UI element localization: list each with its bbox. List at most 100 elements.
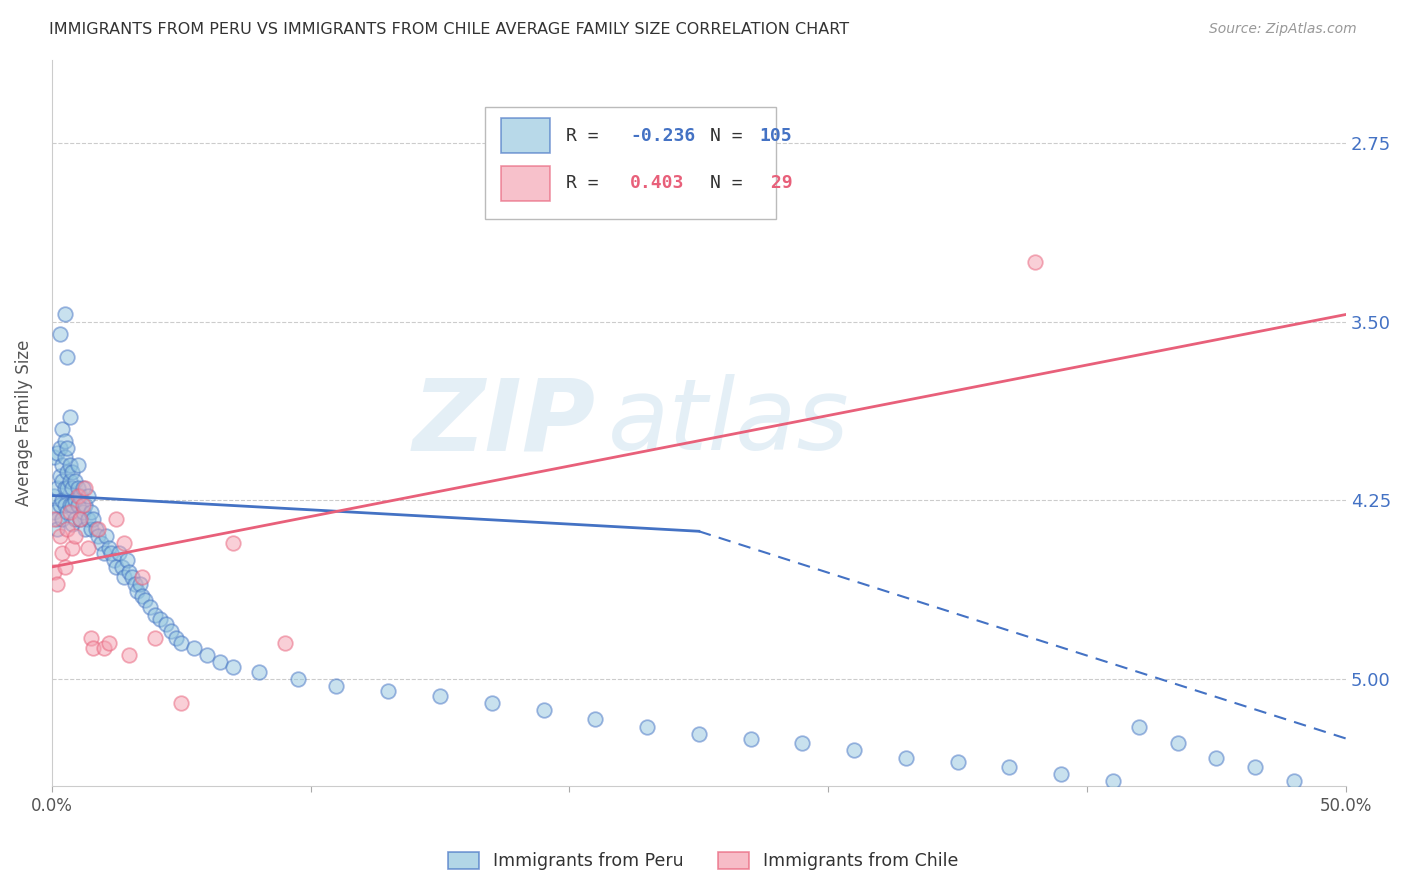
Point (45, 445, 67, 459)
Y-axis label: Average Family Size: Average Family Size (15, 340, 32, 506)
Point (100, 546, 122, 560)
Point (139, 600, 162, 615)
Point (1282, 774, 1305, 789)
Point (44, 512, 66, 526)
Point (51, 422, 73, 436)
Point (63, 512, 86, 526)
Point (59, 458, 82, 472)
Text: R =: R = (565, 127, 609, 145)
Point (195, 648, 218, 662)
Point (134, 593, 156, 607)
Point (69, 512, 91, 526)
Point (82, 512, 104, 526)
Point (56, 465, 79, 479)
Point (62, 465, 84, 479)
Point (51, 458, 73, 472)
Point (208, 655, 231, 669)
Point (77, 489, 100, 503)
Point (72, 505, 94, 519)
Point (59, 409, 82, 424)
Point (56, 441, 79, 455)
Point (165, 632, 187, 646)
Point (53, 560, 76, 574)
Text: Source: ZipAtlas.com: Source: ZipAtlas.com (1209, 22, 1357, 37)
Point (155, 617, 177, 632)
Point (170, 636, 193, 650)
Point (87, 522, 110, 536)
Point (131, 569, 153, 583)
Point (53, 450, 76, 465)
Point (429, 689, 451, 703)
Point (44, 450, 66, 465)
Point (127, 583, 149, 598)
Point (75, 498, 97, 512)
Point (287, 672, 309, 686)
Text: N =: N = (710, 174, 754, 192)
Point (45, 512, 67, 526)
Point (56, 505, 79, 519)
Legend: Immigrants from Peru, Immigrants from Chile: Immigrants from Peru, Immigrants from Ch… (439, 843, 967, 879)
Point (149, 612, 172, 626)
Point (222, 536, 245, 550)
Point (62, 482, 84, 496)
Point (59, 498, 82, 512)
Text: 105: 105 (759, 127, 792, 145)
Point (325, 679, 347, 693)
Point (121, 569, 143, 583)
Point (1102, 774, 1125, 789)
Point (118, 565, 141, 579)
Point (115, 553, 138, 567)
Point (792, 736, 814, 750)
Point (222, 660, 245, 674)
Point (998, 760, 1021, 774)
Point (143, 632, 166, 646)
Point (69, 512, 91, 526)
Point (59, 474, 82, 488)
Point (105, 512, 128, 526)
Point (79, 632, 101, 646)
Point (93, 546, 115, 560)
Point (124, 576, 146, 591)
Point (108, 546, 131, 560)
Text: -0.236: -0.236 (630, 127, 696, 145)
Point (583, 713, 606, 727)
Point (688, 727, 710, 741)
Point (44, 565, 66, 579)
Point (103, 553, 125, 567)
Point (1128, 720, 1150, 734)
Text: 29: 29 (759, 174, 792, 192)
Point (45, 576, 67, 591)
Point (66, 458, 89, 472)
Point (128, 576, 150, 591)
Point (48, 529, 70, 543)
Point (79, 505, 101, 519)
Point (159, 624, 181, 639)
FancyBboxPatch shape (501, 166, 550, 201)
Point (53, 498, 76, 512)
Point (56, 351, 79, 365)
Point (183, 640, 205, 655)
Point (48, 498, 70, 512)
Point (84, 522, 107, 536)
Point (946, 756, 969, 770)
Point (1050, 767, 1073, 781)
Point (740, 731, 762, 746)
Point (77, 512, 100, 526)
Point (90, 536, 112, 550)
Point (1205, 750, 1227, 764)
Point (75, 482, 97, 496)
Text: N =: N = (710, 127, 754, 145)
Point (131, 589, 153, 603)
Point (51, 546, 73, 560)
Point (59, 505, 82, 519)
Point (75, 522, 97, 536)
Point (97, 636, 120, 650)
Point (377, 684, 399, 698)
Text: 0.403: 0.403 (630, 174, 685, 192)
Point (56, 482, 79, 496)
Point (66, 498, 89, 512)
Point (51, 512, 73, 526)
Point (112, 569, 135, 583)
Point (62, 517, 84, 532)
Point (53, 308, 76, 322)
